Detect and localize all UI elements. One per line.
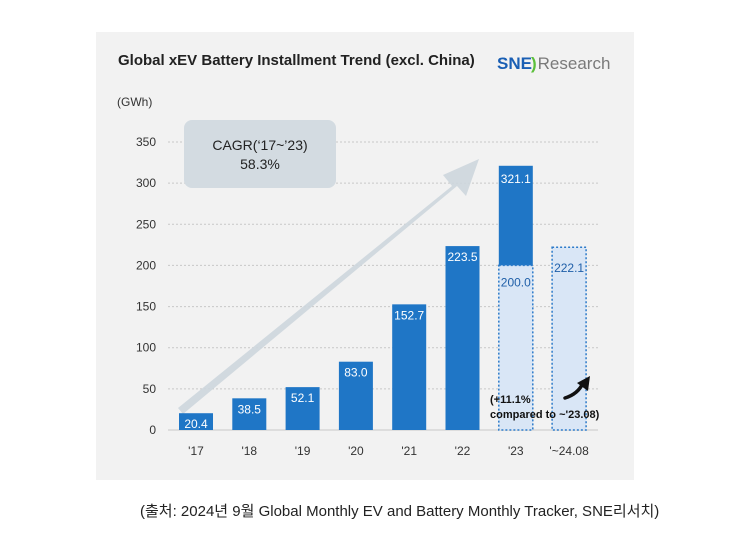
y-tick-label: 250 xyxy=(136,217,156,231)
x-tick-label: '~24.08 xyxy=(549,444,589,458)
logo-research-text: Research xyxy=(537,54,611,73)
bar xyxy=(392,304,427,430)
bar-partial xyxy=(498,264,534,431)
y-tick-label: 350 xyxy=(136,135,156,149)
bar xyxy=(179,413,213,430)
cagr-label: CAGR(‘17~’23) xyxy=(212,137,307,153)
bar-value-label: 20.4 xyxy=(184,417,208,431)
bar-value-label: 223.5 xyxy=(447,250,477,264)
cagr-box xyxy=(184,120,336,188)
sne-research-logo: SNE)Research xyxy=(497,54,610,74)
bar-value-label: 38.5 xyxy=(238,402,262,416)
chart-title: Global xEV Battery Installment Trend (ex… xyxy=(118,52,475,69)
bar xyxy=(498,165,533,266)
bar-value-label: 83.0 xyxy=(344,366,368,380)
bar xyxy=(285,387,320,430)
y-axis-label: (GWh) xyxy=(117,95,152,109)
growth-annotation-line1: (+11.1% xyxy=(490,394,531,406)
x-tick-label: '23 xyxy=(508,444,524,458)
y-tick-label: 100 xyxy=(136,341,156,355)
x-tick-label: '20 xyxy=(348,444,364,458)
bar xyxy=(445,246,480,430)
y-tick-label: 0 xyxy=(149,423,156,437)
y-tick-label: 300 xyxy=(136,176,156,190)
y-tick-label: 150 xyxy=(136,300,156,314)
x-tick-label: '18 xyxy=(241,444,257,458)
y-tick-label: 50 xyxy=(143,382,157,396)
trend-arrow-icon xyxy=(178,159,479,414)
bar-value-label: 52.1 xyxy=(291,391,315,405)
logo-swoosh-icon: ) xyxy=(530,54,537,73)
x-tick-label: '21 xyxy=(401,444,417,458)
x-tick-label: '19 xyxy=(295,444,311,458)
y-tick-label: 200 xyxy=(136,258,156,272)
bar xyxy=(338,361,373,430)
x-tick-label: '22 xyxy=(455,444,471,458)
bar-partial-value-label: 200.0 xyxy=(501,275,531,289)
bar-partial xyxy=(551,246,587,431)
growth-annotation-line2: compared to ~'23.08) xyxy=(490,409,600,421)
source-caption: (출처: 2024년 9월 Global Monthly EV and Batt… xyxy=(140,503,660,520)
bar-partial-value-label: 222.1 xyxy=(554,261,584,275)
cagr-value: 58.3% xyxy=(240,156,280,172)
curved-arrow-head-icon xyxy=(577,376,590,391)
bar-value-label: 152.7 xyxy=(394,308,424,322)
bar xyxy=(232,398,267,430)
logo-sne-text: SNE xyxy=(497,54,532,73)
x-tick-label: '17 xyxy=(188,444,204,458)
bar-value-label: 321.1 xyxy=(501,172,531,186)
